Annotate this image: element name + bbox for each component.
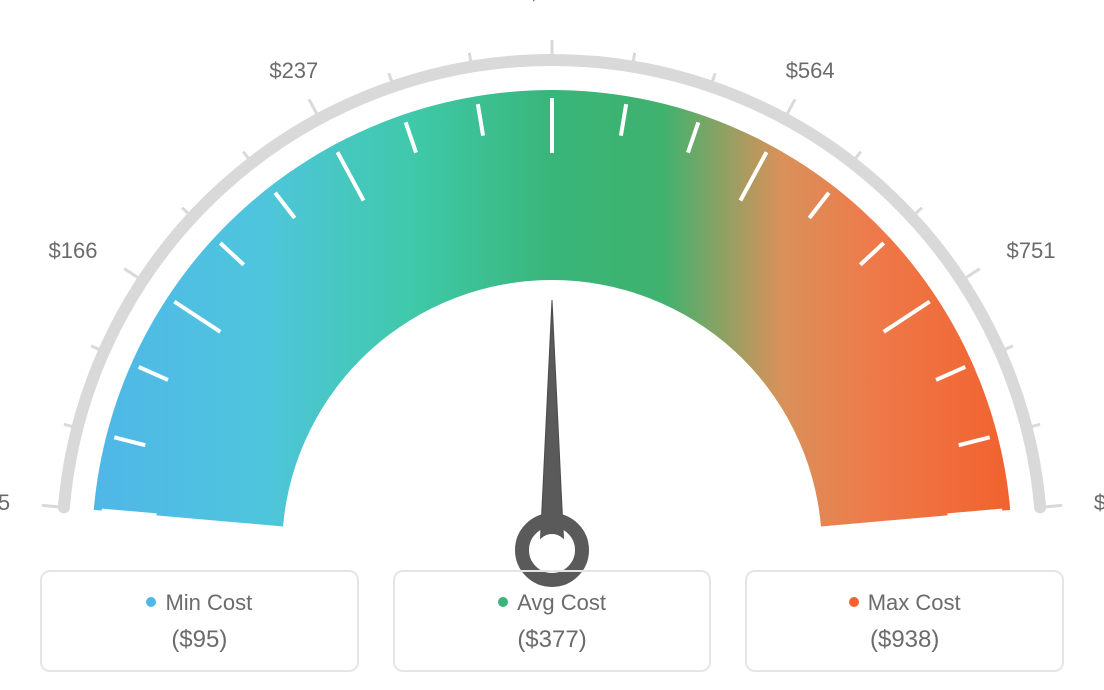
- legend-box-min: Min Cost ($95): [40, 570, 359, 672]
- gauge-tick-label: $166: [49, 238, 98, 264]
- legend-box-avg: Avg Cost ($377): [393, 570, 712, 672]
- legend-dot-min: [146, 597, 156, 607]
- gauge-tick-label: $564: [786, 58, 835, 84]
- gauge-tick-label: $938: [1094, 490, 1104, 516]
- legend-label-max: Max Cost: [868, 590, 961, 615]
- legend-value-avg: ($377): [405, 626, 700, 654]
- gauge-tick-label: $377: [528, 0, 577, 6]
- gauge-svg: [0, 40, 1104, 600]
- legend-label-min: Min Cost: [165, 590, 252, 615]
- legend-dot-max: [849, 597, 859, 607]
- legend-title-max: Max Cost: [757, 590, 1052, 616]
- gauge-tick-label: $751: [1007, 238, 1056, 264]
- legend-label-avg: Avg Cost: [517, 590, 606, 615]
- legend-title-min: Min Cost: [52, 590, 347, 616]
- legend-box-max: Max Cost ($938): [745, 570, 1064, 672]
- legend-value-max: ($938): [757, 626, 1052, 654]
- legend-value-min: ($95): [52, 626, 347, 654]
- gauge-container: $95 $166 $237 $377 $564 $751 $938: [0, 0, 1104, 560]
- gauge-tick-label: $237: [269, 58, 318, 84]
- legend-dot-avg: [498, 597, 508, 607]
- gauge-tick-label: $95: [0, 490, 10, 516]
- legend-row: Min Cost ($95) Avg Cost ($377) Max Cost …: [0, 570, 1104, 672]
- legend-title-avg: Avg Cost: [405, 590, 700, 616]
